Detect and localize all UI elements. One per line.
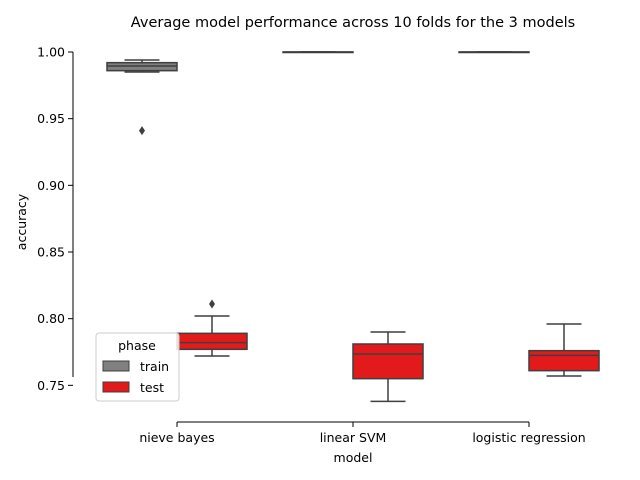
x-ticks: nieve bayes linear SVM logistic regression [139,422,586,445]
legend-title: phase [118,338,156,353]
y-tick-label: 0.95 [37,111,65,126]
y-tick-label: 1.00 [37,45,65,60]
y-ticks: 0.75 0.80 0.85 0.90 0.95 1.00 [37,45,73,393]
y-tick-label: 0.75 [37,378,65,393]
box-group-test [528,323,600,377]
legend-swatch-test [102,381,130,393]
x-tick-label: nieve bayes [139,430,214,445]
box-group-test [176,299,248,357]
y-tick-label: 0.85 [37,245,65,260]
legend-label-train: train [140,359,169,374]
box-group-test [352,331,424,403]
box-group-train [106,59,178,136]
y-tick-label: 0.90 [37,178,65,193]
box-iqr [528,349,600,372]
x-tick-label: linear SVM [320,430,387,445]
box-iqr [176,332,248,351]
box-plots [106,51,600,403]
legend-label-test: test [140,380,164,395]
outlier-point [209,299,215,309]
box-iqr [352,343,424,380]
y-tick-label: 0.80 [37,311,65,326]
box-group-train [458,51,530,54]
box-group-train [282,51,354,54]
y-axis-label: accuracy [14,193,29,250]
legend-swatch-train [102,360,130,372]
x-tick-label: logistic regression [472,430,585,445]
outlier-point [139,126,145,136]
legend: phase train test [95,332,180,402]
chart-title: Average model performance across 10 fold… [131,15,575,31]
x-axis-label: model [334,450,373,465]
